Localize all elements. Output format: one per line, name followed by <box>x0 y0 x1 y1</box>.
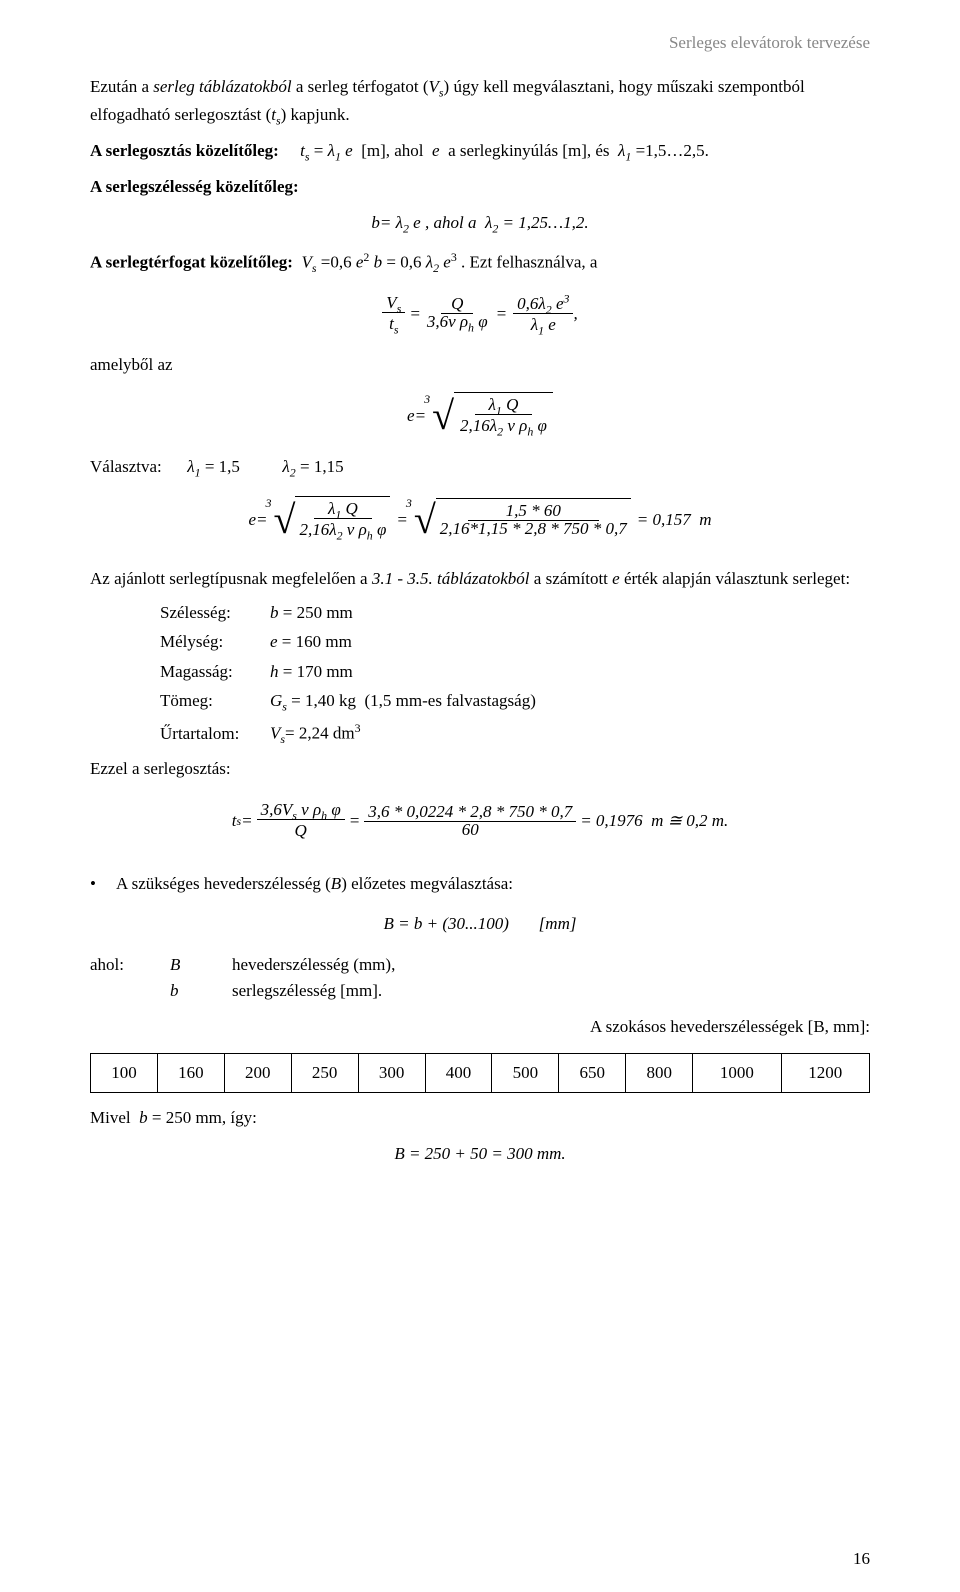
amelybol: amelyből az <box>90 352 870 378</box>
widths-cell: 250 <box>291 1053 358 1092</box>
spec-magassag: Magasság: h = 170 mm <box>160 659 870 685</box>
widths-cell: 1200 <box>781 1053 869 1092</box>
eq-width: b= λ2 e , ahol a λ2 = 1,25…1,2. <box>90 210 870 238</box>
spec-melyseg: Mélység: e = 160 mm <box>160 629 870 655</box>
widths-cell: 300 <box>358 1053 425 1092</box>
eq-e-root: e = 3 √ λ1 Q 2,16λ2 v ρh φ <box>90 388 870 444</box>
eq-e-numeric: e = 3 √ λ1 Q 2,16λ2 v ρh φ = 3 √ 1,5 * 6… <box>90 492 870 548</box>
spec-urtartalom: Űrtartalom: Vs= 2,24 dm3 <box>160 719 870 749</box>
p-serlegosztas: A serlegosztás közelítőleg: ts = λ1 e [m… <box>90 138 870 166</box>
valasztva: Választva: λ1 = 1,5 λ2 = 1,15 <box>90 454 870 482</box>
widths-cell: 500 <box>492 1053 559 1092</box>
widths-cell: 100 <box>91 1053 158 1092</box>
eq-B: B = b + (30...100) [mm] <box>90 911 870 937</box>
p-serlegszelesseg-label: A serlegszélesség közelítőleg: <box>90 174 870 200</box>
running-head: Serleges elevátorok tervezése <box>90 30 870 56</box>
p-serlegterfogat: A serlegtérfogat közelítőleg: Vs =0,6 e2… <box>90 248 870 278</box>
spec-tomeg: Tömeg: Gs = 1,40 kg (1,5 mm-es falvastag… <box>160 688 870 716</box>
p-ajanlott: Az ajánlott serlegtípusnak megfelelően a… <box>90 566 870 592</box>
widths-cell: 1000 <box>693 1053 781 1092</box>
widths-cell: 400 <box>425 1053 492 1092</box>
spec-szelesseg: Szélesség: b = 250 mm <box>160 600 870 626</box>
eq-vs-ts: Vs ts = Q 3,6v ρh φ = 0,6λ2 e3 λ1 e , <box>90 288 870 342</box>
mivel: Mivel b = 250 mm, így: <box>90 1105 870 1131</box>
widths-cell: 650 <box>559 1053 626 1092</box>
szokasos: A szokásos hevederszélességek [B, mm]: <box>90 1014 870 1040</box>
ezzel: Ezzel a serlegosztás: <box>90 756 870 782</box>
bullet-heveder: • A szükséges hevederszélesség (B) előze… <box>90 871 870 897</box>
widths-table: 10016020025030040050065080010001200 <box>90 1053 870 1093</box>
paragraph-intro: Ezután a serleg táblázatokból a serleg t… <box>90 74 870 130</box>
eq-final: B = 250 + 50 = 300 mm. <box>90 1141 870 1167</box>
widths-cell: 160 <box>157 1053 224 1092</box>
eq-ts: ts= 3,6Vs v ρh φ Q = 3,6 * 0,0224 * 2,8 … <box>90 793 870 849</box>
widths-cell: 200 <box>224 1053 291 1092</box>
page-number: 16 <box>853 1546 870 1572</box>
widths-cell: 800 <box>626 1053 693 1092</box>
ahol-block: ahol: B hevederszélesség (mm), b serlegs… <box>90 952 870 1005</box>
